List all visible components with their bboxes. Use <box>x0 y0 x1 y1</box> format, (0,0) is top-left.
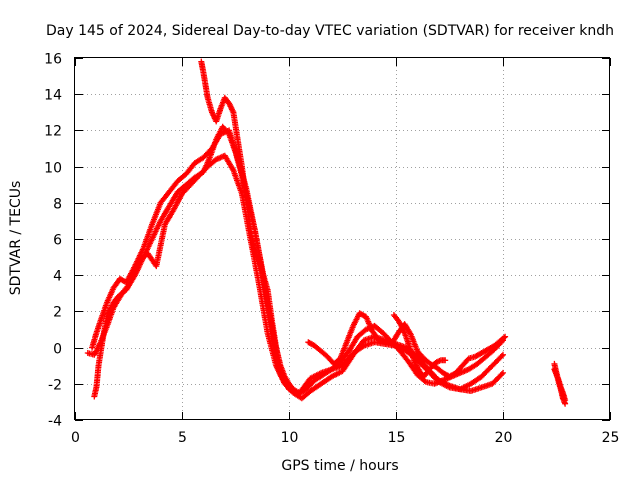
data-point <box>290 386 297 393</box>
data-point <box>502 333 509 340</box>
y-axis-label: SDTVAR / TECUs <box>8 181 24 296</box>
y-tick-label: 12 <box>44 124 62 140</box>
grid <box>75 58 610 420</box>
axis-ticks <box>75 58 611 421</box>
plot-frame <box>74 57 610 420</box>
series-track-b <box>84 152 506 402</box>
y-tick-label: 10 <box>44 161 62 177</box>
series-track-e <box>305 310 509 380</box>
y-tick-label: 4 <box>53 269 62 285</box>
y-tick-labels: -4 -2 0 2 4 6 8 10 12 14 16 <box>44 52 62 430</box>
data-point <box>500 369 506 376</box>
x-tick-label: 20 <box>495 430 513 446</box>
data-point-fill <box>289 384 296 391</box>
y-tick-label: 6 <box>53 233 62 249</box>
data-point <box>500 351 506 358</box>
chart-title: Day 145 of 2024, Sidereal Day-to-day VTE… <box>46 23 614 39</box>
data-point <box>562 397 569 404</box>
series-track-h <box>551 366 569 404</box>
data-points <box>84 58 569 407</box>
x-tick-label: 25 <box>602 430 620 446</box>
data-point <box>442 357 449 364</box>
x-tick-label: 5 <box>178 430 187 446</box>
series-track-d <box>198 58 297 393</box>
y-tick-label: 16 <box>44 52 62 68</box>
x-tick-label: 15 <box>388 430 406 446</box>
y-tick-label: 2 <box>53 305 62 321</box>
y-tick-label: -2 <box>48 378 62 394</box>
series-track-f <box>390 312 449 380</box>
data-point-fill <box>498 353 505 359</box>
y-tick-label: 0 <box>53 342 62 358</box>
y-tick-label: 14 <box>44 88 62 104</box>
y-tick-label: 8 <box>53 197 62 213</box>
x-axis-label: GPS time / hours <box>281 458 398 474</box>
data-point-fill <box>501 334 508 341</box>
data-point-fill <box>498 371 505 378</box>
y-tick-label: -4 <box>48 414 62 430</box>
x-tick-labels: 0 5 10 15 20 25 <box>71 430 619 446</box>
x-tick-label: 0 <box>71 430 80 446</box>
x-tick-label: 10 <box>281 430 299 446</box>
